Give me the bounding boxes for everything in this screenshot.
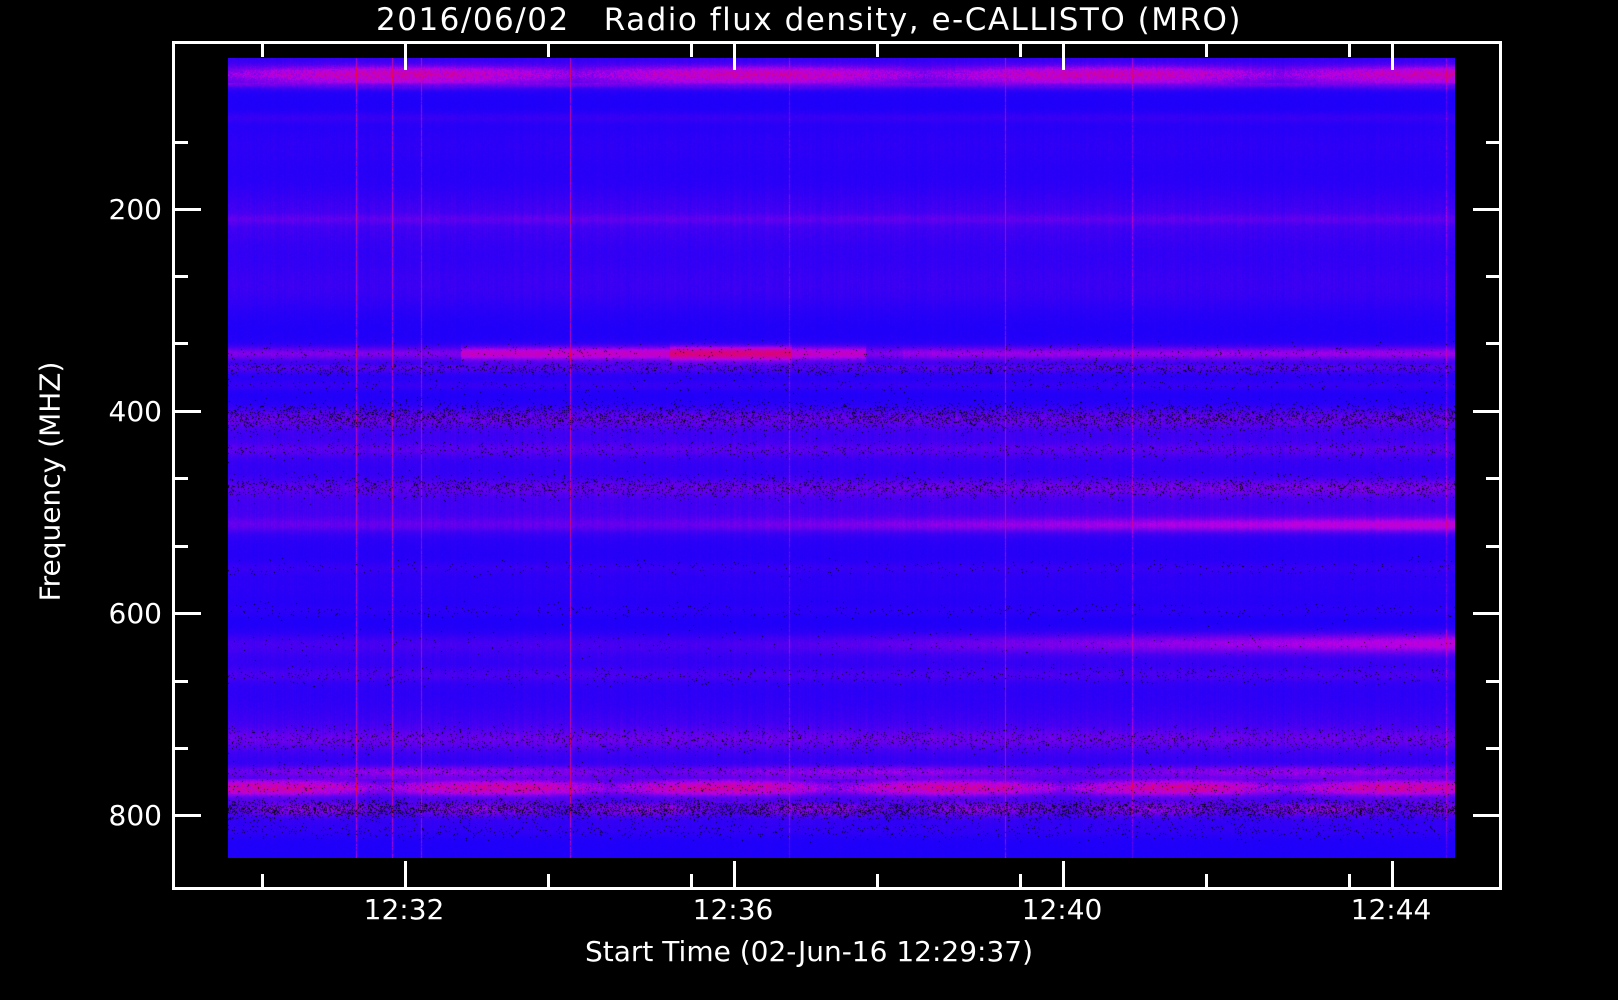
y-tick-label-600: 600 — [108, 597, 162, 630]
y-axis-title: Frequency (MHZ) — [33, 361, 67, 602]
x-tick-minor — [1348, 874, 1351, 890]
y-tick-label-400: 400 — [108, 395, 162, 428]
x-tick-major-1232 — [404, 861, 407, 890]
y-tick-minor-right — [1486, 342, 1502, 345]
spectrogram-canvas — [228, 58, 1455, 858]
y-tick-minor — [172, 275, 188, 278]
x-tick-minor — [261, 874, 264, 890]
y-tick-major-right — [1473, 208, 1502, 211]
x-tick-minor — [690, 874, 693, 890]
x-tick-minor-top — [261, 41, 264, 57]
x-tick-major-1240 — [1062, 861, 1065, 890]
y-tick-minor-right — [1486, 477, 1502, 480]
x-tick-minor-top — [1205, 41, 1208, 57]
x-tick-minor — [1019, 874, 1022, 890]
y-tick-minor-right — [1486, 747, 1502, 750]
y-tick-minor-right — [1486, 680, 1502, 683]
x-tick-major-top — [404, 41, 407, 70]
y-tick-major-right — [1473, 814, 1502, 817]
y-tick-major-800 — [172, 814, 201, 817]
y-tick-minor-right — [1486, 275, 1502, 278]
y-tick-minor — [172, 342, 188, 345]
y-tick-minor — [172, 680, 188, 683]
x-tick-label-1232: 12:32 — [363, 893, 445, 926]
page-title: 2016/06/02 Radio flux density, e-CALLIST… — [376, 2, 1242, 38]
x-tick-minor-top — [690, 41, 693, 57]
y-tick-major-200 — [172, 208, 201, 211]
y-tick-minor-right — [1486, 545, 1502, 548]
y-tick-label-800: 800 — [108, 799, 162, 832]
x-tick-major-top — [1062, 41, 1065, 70]
y-tick-minor — [172, 545, 188, 548]
x-tick-major-1236 — [733, 861, 736, 890]
x-tick-label-1240: 12:40 — [1021, 893, 1103, 926]
y-tick-major-400 — [172, 410, 201, 413]
x-tick-major-top — [733, 41, 736, 70]
x-tick-minor-top — [1348, 41, 1351, 57]
y-tick-major-right — [1473, 612, 1502, 615]
x-tick-label-1244: 12:44 — [1350, 893, 1432, 926]
spectrogram-image — [228, 58, 1455, 858]
x-tick-major-top — [1391, 41, 1394, 70]
y-tick-minor — [172, 141, 188, 144]
x-axis-title: Start Time (02-Jun-16 12:29:37) — [585, 935, 1033, 968]
x-tick-label-1236: 12:36 — [692, 893, 774, 926]
y-tick-label-200: 200 — [108, 193, 162, 226]
x-tick-minor — [1205, 874, 1208, 890]
x-tick-minor — [547, 874, 550, 890]
x-tick-minor-top — [1019, 41, 1022, 57]
x-tick-minor — [876, 874, 879, 890]
y-tick-minor-right — [1486, 141, 1502, 144]
x-tick-minor-top — [876, 41, 879, 57]
x-tick-major-1244 — [1391, 861, 1394, 890]
y-tick-minor — [172, 747, 188, 750]
x-tick-minor-top — [547, 41, 550, 57]
y-tick-major-right — [1473, 410, 1502, 413]
y-tick-minor — [172, 477, 188, 480]
y-tick-major-600 — [172, 612, 201, 615]
